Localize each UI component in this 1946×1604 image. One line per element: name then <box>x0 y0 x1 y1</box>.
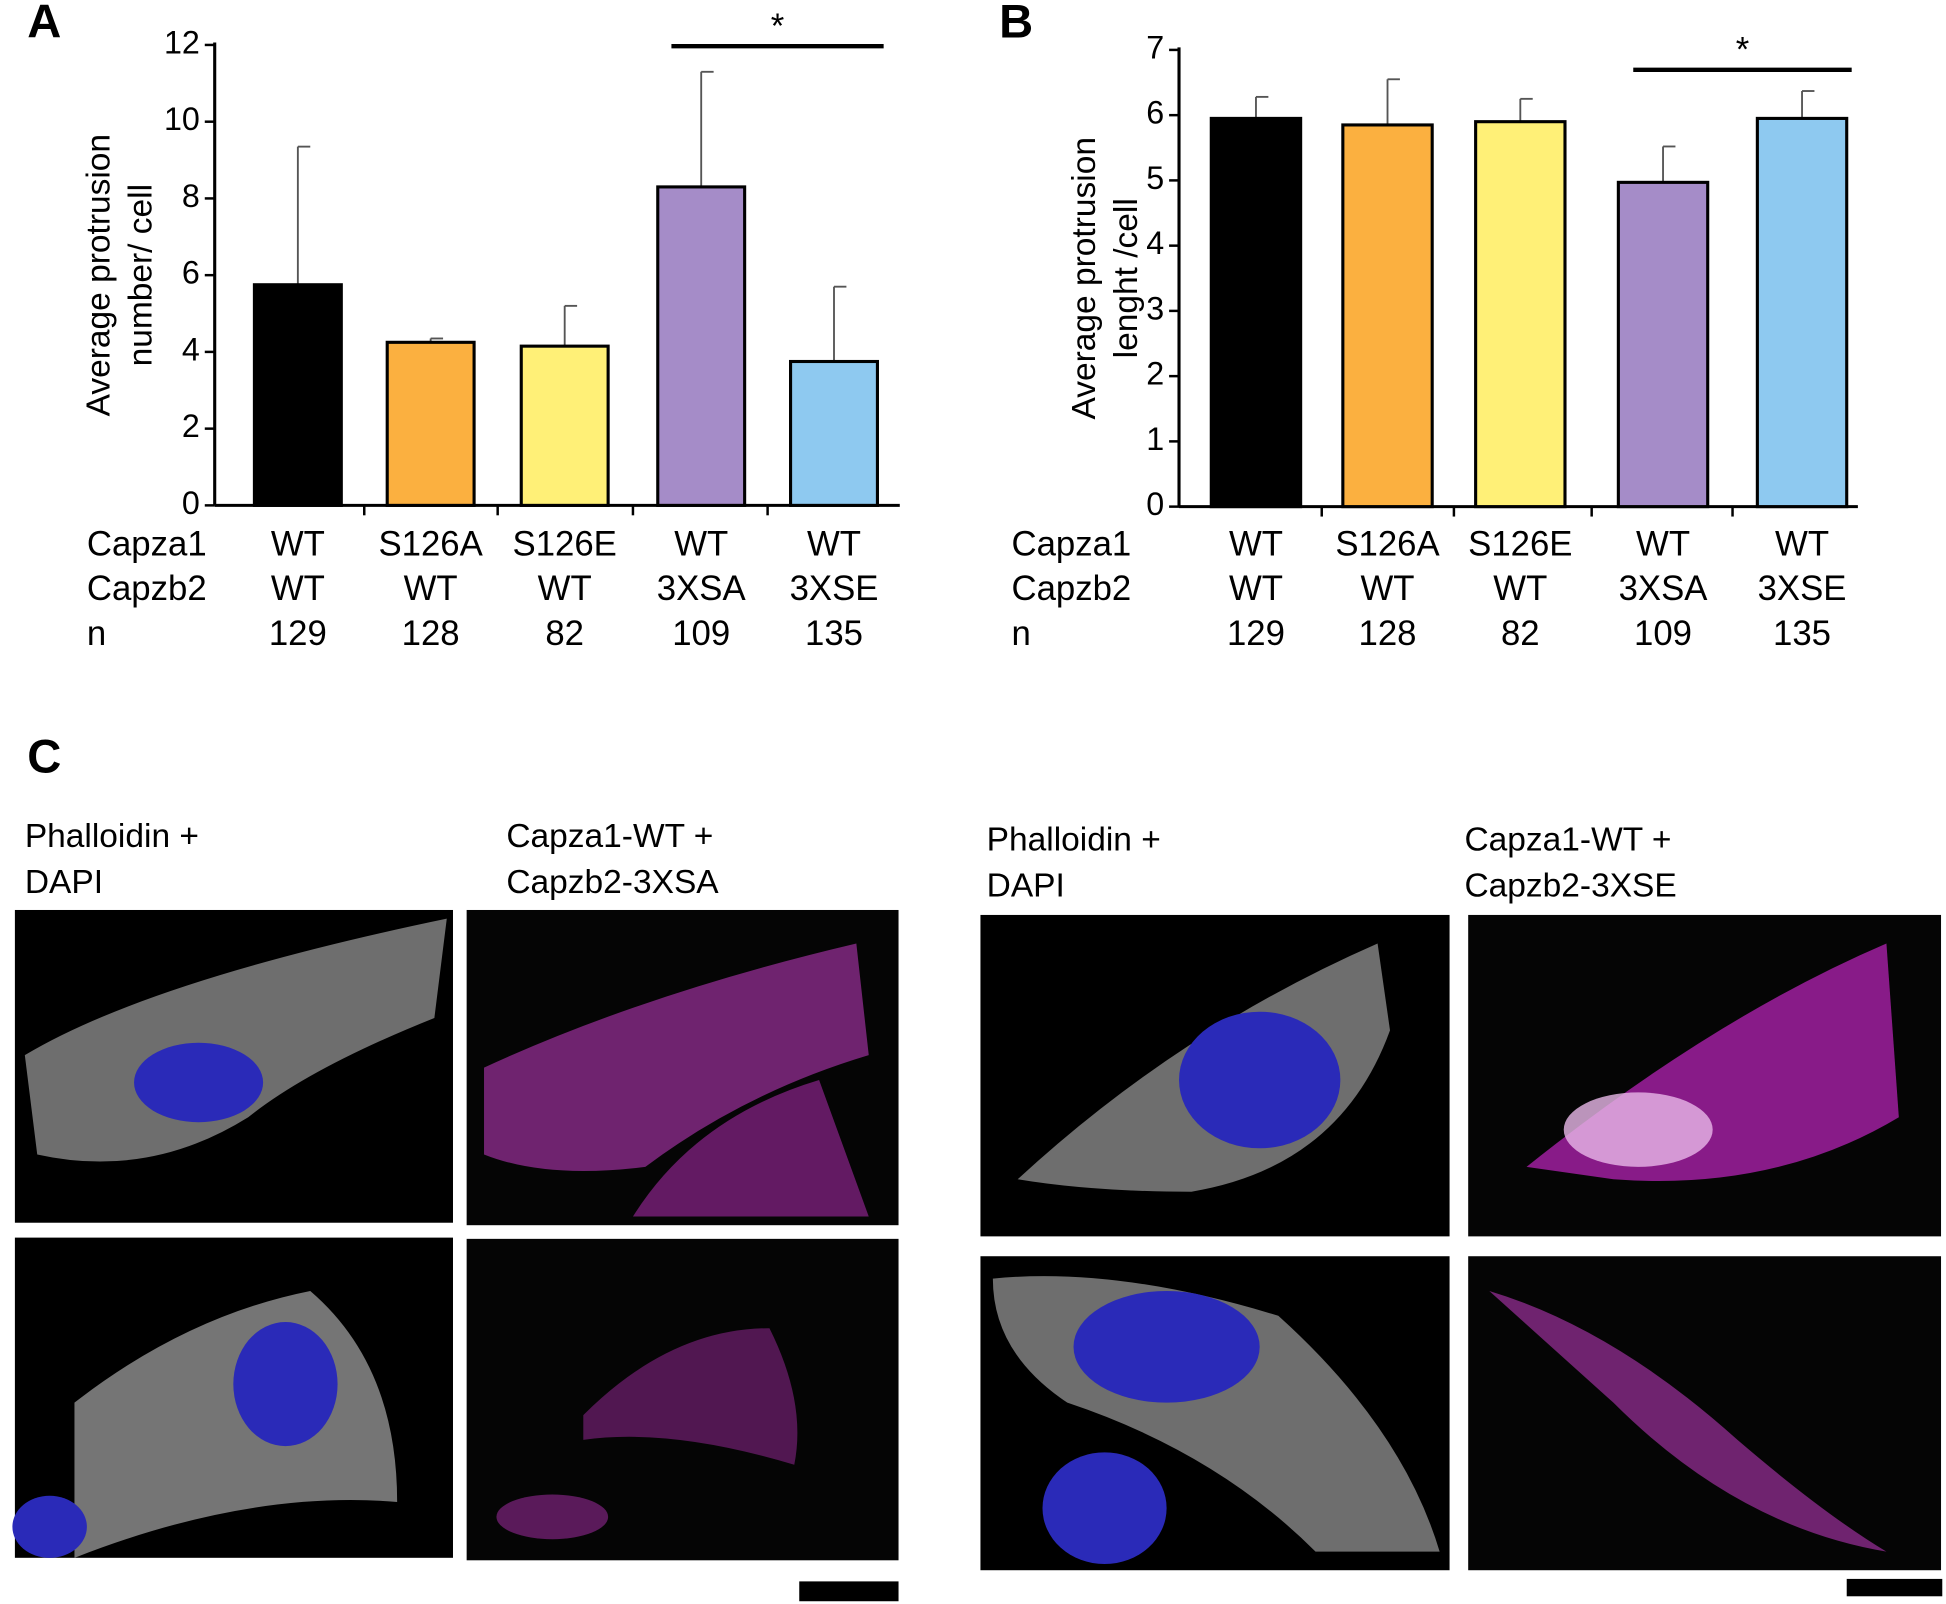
row-label: Capzb2 <box>1011 570 1131 608</box>
y-tick-label: 5 <box>1146 160 1164 196</box>
category-label: WT <box>271 526 325 564</box>
y-tick-label: 12 <box>164 24 200 60</box>
category-label: WT <box>807 526 861 564</box>
category-label: S126E <box>513 526 617 564</box>
row-label: n <box>87 615 106 653</box>
significance-label: * <box>1736 32 1750 70</box>
image-caption: Capzb2-3XSA <box>506 864 719 901</box>
category-label: WT <box>1636 526 1690 564</box>
panel-label: A <box>27 0 61 48</box>
category-label: WT <box>674 526 728 564</box>
category-label: 129 <box>269 615 327 653</box>
y-tick-label: 4 <box>182 331 200 367</box>
bar <box>1616 180 1710 509</box>
bar <box>1474 120 1567 509</box>
bar <box>1209 116 1303 509</box>
category-label: 3XSA <box>1619 570 1709 608</box>
category-label: S126E <box>1468 526 1572 564</box>
image-caption: Phalloidin + <box>25 818 199 855</box>
panel-label: C <box>27 729 61 782</box>
y-tick-label: 6 <box>182 255 200 291</box>
bar <box>519 344 610 507</box>
y-tick-label: 2 <box>182 408 200 444</box>
micrographs <box>12 909 1943 1602</box>
category-label: 135 <box>1773 615 1831 653</box>
category-label: WT <box>1493 570 1547 608</box>
row-label: Capza1 <box>87 526 207 564</box>
category-label: 128 <box>1359 615 1417 653</box>
image-caption: DAPI <box>25 864 103 901</box>
category-label: S126A <box>378 526 483 564</box>
y-axis-label: Average protrusion <box>1066 137 1103 419</box>
category-label: 3XSE <box>1758 570 1847 608</box>
image-caption: Capza1-WT + <box>1464 822 1671 859</box>
category-label: 109 <box>672 615 730 653</box>
category-label: WT <box>271 570 325 608</box>
y-tick-label: 6 <box>1146 95 1164 131</box>
image-caption: Capzb2-3XSE <box>1464 867 1676 904</box>
y-tick-label: 0 <box>182 485 200 521</box>
image-caption: DAPI <box>987 867 1065 904</box>
category-label: WT <box>1775 526 1829 564</box>
scale-bar <box>799 1581 899 1602</box>
image-caption: Phalloidin + <box>987 822 1161 859</box>
y-tick-label: 7 <box>1146 29 1164 65</box>
scale-bar <box>1846 1578 1943 1597</box>
y-axis-label: lenght /cell <box>1108 198 1145 358</box>
category-label: 3XSE <box>790 570 879 608</box>
category-label: WT <box>404 570 458 608</box>
category-label: WT <box>1229 570 1283 608</box>
category-label: 82 <box>1501 615 1540 653</box>
row-label: Capza1 <box>1011 526 1131 564</box>
category-label: 82 <box>545 615 584 653</box>
y-axis-label: Average protrusion <box>80 134 117 416</box>
bar <box>789 359 879 507</box>
y-tick-label: 4 <box>1146 225 1164 261</box>
category-label: 135 <box>805 615 863 653</box>
category-label: 128 <box>402 615 460 653</box>
y-tick-label: 0 <box>1146 486 1164 522</box>
category-label: S126A <box>1335 526 1440 564</box>
category-label: 109 <box>1634 615 1692 653</box>
category-label: WT <box>1229 526 1283 564</box>
significance-label: * <box>771 8 785 46</box>
row-label: n <box>1011 615 1030 653</box>
category-label: 129 <box>1227 615 1285 653</box>
y-tick-label: 2 <box>1146 356 1164 392</box>
y-tick-label: 1 <box>1146 421 1164 457</box>
category-label: WT <box>538 570 592 608</box>
y-tick-label: 8 <box>182 178 200 214</box>
bar <box>252 283 343 507</box>
bar <box>385 340 476 507</box>
y-axis-label: number/ cell <box>123 184 160 366</box>
bar <box>1341 123 1434 509</box>
panel-label: B <box>999 0 1033 48</box>
image-caption: Capza1-WT + <box>506 818 713 855</box>
bar <box>1755 116 1849 509</box>
category-label: 3XSA <box>657 570 747 608</box>
y-tick-label: 10 <box>164 101 200 137</box>
bar <box>656 185 747 507</box>
category-label: WT <box>1361 570 1415 608</box>
row-label: Capzb2 <box>87 570 207 608</box>
y-tick-label: 3 <box>1146 290 1164 326</box>
